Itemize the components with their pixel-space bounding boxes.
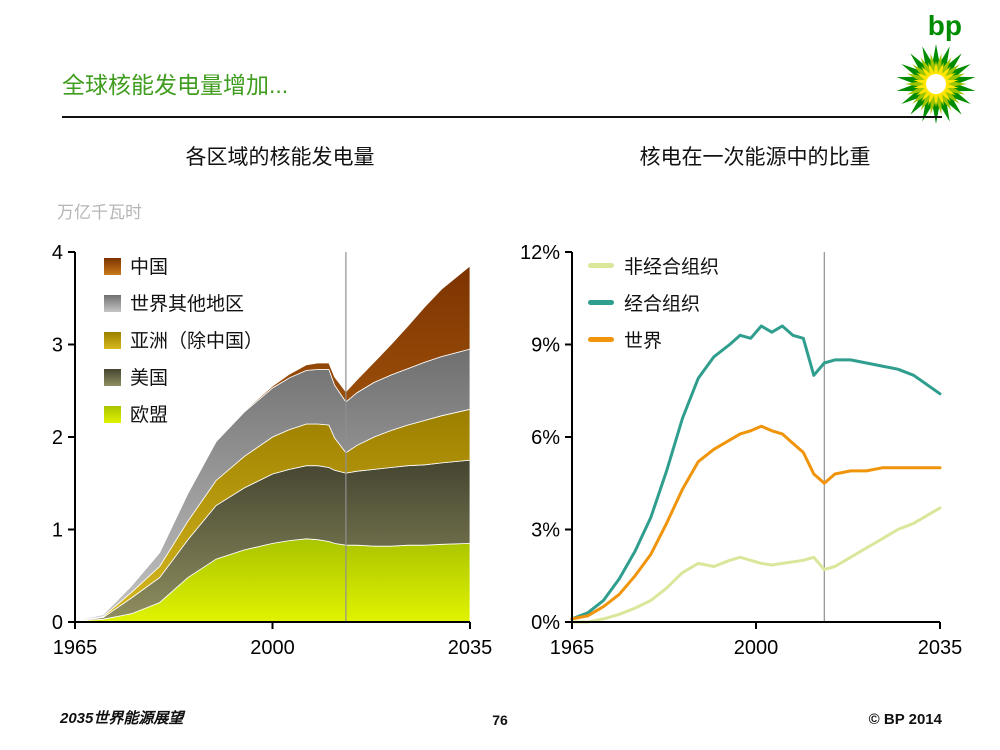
legend-swatch: [588, 300, 614, 305]
chart-text: 3%: [531, 520, 560, 542]
chart-text: 世界: [624, 330, 662, 352]
chart-text: 1965: [53, 637, 98, 659]
chart-text: 9%: [531, 335, 560, 357]
legend-swatch: [104, 406, 121, 423]
chart-text: 非经合组织: [624, 256, 719, 278]
right-chart-title: 核电在一次能源中的比重: [639, 146, 871, 169]
legend-item: 非经合组织: [588, 256, 719, 278]
chart-text: 中国: [130, 256, 168, 278]
legend-item: 亚洲（除中国）: [104, 330, 263, 352]
chart-text: 世界其他地区: [130, 293, 244, 315]
chart-text: 1965: [550, 637, 595, 659]
legend-item: 经合组织: [588, 293, 700, 315]
chart-text: 亚洲（除中国）: [130, 330, 263, 352]
line-series-世界: [570, 424, 942, 621]
chart-text: 2035: [448, 637, 493, 659]
legend-item: 世界: [588, 330, 662, 352]
chart-text: 1: [52, 520, 63, 542]
legend-swatch: [104, 369, 121, 386]
bp-wordmark: bp: [927, 10, 962, 41]
bp-logo: bp: [888, 10, 978, 126]
title-divider: [62, 116, 942, 118]
legend-swatch: [104, 332, 121, 349]
chart-text: 2035: [918, 637, 963, 659]
left-chart-title: 各区域的核能发电量: [185, 146, 375, 169]
copyright: © BP 2014: [868, 711, 942, 728]
chart-text: 0%: [531, 612, 560, 634]
legend-item: 欧盟: [104, 404, 168, 426]
bp-helios-icon: [896, 44, 976, 124]
footer-publication-title: 2035世界能源展望: [60, 710, 184, 727]
chart-text: 经合组织: [624, 293, 700, 315]
legend-swatch: [104, 295, 121, 312]
chart-text: 12%: [520, 242, 560, 264]
chart-text: 3: [52, 335, 63, 357]
chart-text: 2: [52, 427, 63, 449]
chart-text: 2000: [734, 637, 779, 659]
legend-swatch: [588, 337, 614, 342]
chart-text: 0: [52, 612, 63, 634]
chart-text: 2000: [250, 637, 295, 659]
chart-text: 欧盟: [130, 404, 168, 426]
legend-item: 美国: [104, 367, 168, 389]
helios-center: [926, 74, 946, 94]
chart-text: 6%: [531, 427, 560, 449]
page-title: 全球核能发电量增加...: [62, 72, 289, 98]
legend-swatch: [588, 263, 614, 268]
line-series-非经合组织: [570, 506, 942, 624]
legend-item: 世界其他地区: [104, 293, 244, 315]
page-number: 76: [492, 712, 508, 728]
chart-text: 4: [52, 242, 63, 264]
line-series-经合组织: [570, 324, 942, 621]
left-chart-unit-label: 万亿千瓦时: [57, 203, 142, 222]
area-series-中国: [74, 265, 471, 621]
legend-item: 中国: [104, 256, 168, 278]
chart-text: 美国: [130, 367, 168, 389]
legend-swatch: [104, 258, 121, 275]
